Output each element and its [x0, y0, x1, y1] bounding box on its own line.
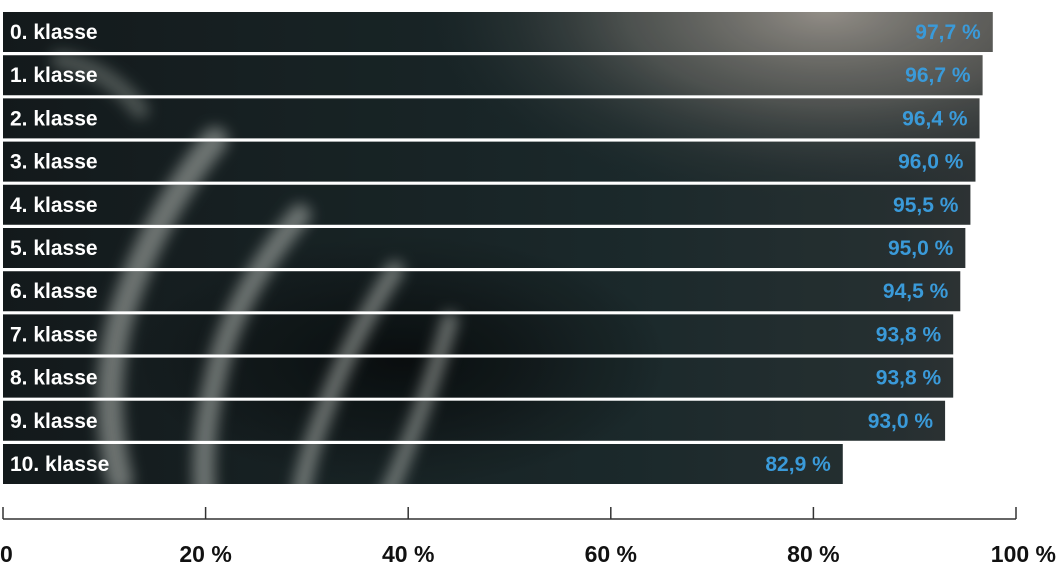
value-label: 97,7 % [915, 21, 981, 44]
x-axis: 0 20 % 40 % 60 % 80 % 100 % [0, 507, 1056, 567]
value-label: 94,5 % [883, 280, 949, 303]
bar-3 [3, 141, 976, 182]
bar-labels: 0. klasse 97,7 % 1. klasse 96,7 % 2. klasse 9… [10, 21, 981, 476]
category-label: 2. klasse [10, 107, 98, 130]
category-label: 3. klasse [10, 151, 98, 174]
x-tick-label: 100 % [991, 541, 1056, 567]
x-tick-label: 20 % [179, 541, 231, 567]
value-label: 93,8 % [876, 323, 942, 346]
bars [3, 12, 993, 484]
category-label: 0. klasse [10, 21, 98, 44]
x-tick-label: 40 % [382, 541, 434, 567]
bar-2 [3, 98, 980, 139]
bar-5 [3, 228, 966, 268]
value-label: 93,0 % [868, 410, 934, 433]
category-label: 1. klasse [10, 64, 98, 87]
category-label: 10. klasse [10, 453, 109, 476]
value-label: 95,5 % [893, 194, 959, 217]
x-tick-label: 60 % [585, 541, 637, 567]
bar-6 [3, 271, 961, 312]
bar-4 [3, 184, 971, 225]
category-label: 7. klasse [10, 323, 98, 346]
x-tick-label: 80 % [787, 541, 839, 567]
bar-10 [3, 444, 843, 484]
category-label: 8. klasse [10, 367, 98, 390]
category-label: 4. klasse [10, 194, 98, 217]
value-label: 82,9 % [765, 453, 831, 476]
bar-0 [3, 12, 993, 52]
bar-8 [3, 357, 954, 398]
bar-9 [3, 400, 946, 441]
value-label: 93,8 % [876, 367, 942, 390]
value-label: 96,0 % [898, 151, 964, 174]
category-label: 6. klasse [10, 280, 98, 303]
bar-1 [3, 55, 983, 96]
x-tick-label: 0 [0, 541, 13, 567]
value-label: 96,4 % [902, 107, 968, 130]
value-label: 95,0 % [888, 237, 954, 260]
bar-background-image [3, 12, 993, 484]
category-label: 5. klasse [10, 237, 98, 260]
bar-7 [3, 314, 954, 355]
category-label: 9. klasse [10, 410, 98, 433]
value-label: 96,7 % [905, 64, 971, 87]
